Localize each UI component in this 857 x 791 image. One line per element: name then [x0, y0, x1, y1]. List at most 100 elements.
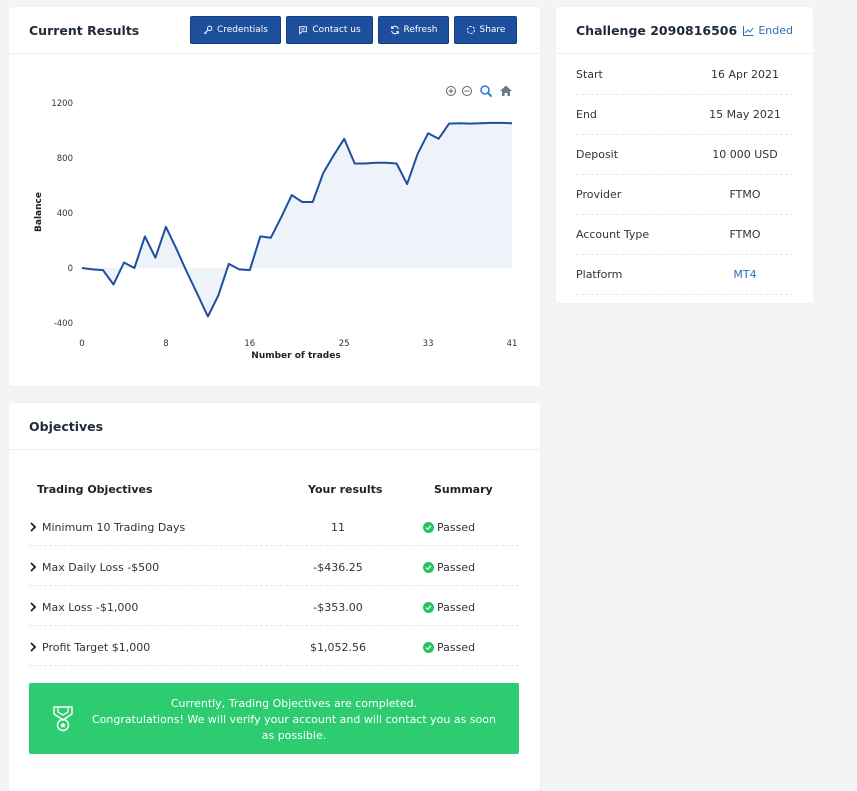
refresh-label: Refresh: [403, 25, 438, 35]
x-axis-label: Number of trades: [251, 351, 340, 361]
objective-summary: Passed: [423, 641, 475, 654]
contact-us-button[interactable]: Contact us: [286, 16, 373, 44]
check-circle-icon: [423, 642, 434, 653]
challenge-header: Challenge 2090816506 Ended: [556, 7, 813, 54]
chevron-right-icon[interactable]: [29, 521, 37, 533]
check-circle-icon: [423, 602, 434, 613]
reset-zoom-home-icon[interactable]: [500, 85, 512, 97]
objective-name: Minimum 10 Trading Days: [42, 521, 186, 534]
challenge-title: Challenge 2090816506: [576, 23, 738, 38]
y-tick-label: 0: [68, 264, 73, 274]
objective-row[interactable]: Minimum 10 Trading Days 11 Passed: [29, 506, 519, 546]
y-tick-label: 1200: [51, 99, 73, 109]
challenge-row-value: 16 Apr 2021: [710, 68, 779, 81]
x-axis-ticks: 0 8 16 25 33 41: [79, 339, 517, 349]
challenge-row-start: Start 16 Apr 2021: [576, 55, 793, 95]
summary-label: Passed: [437, 641, 476, 654]
challenge-row-label: Account Type: [576, 228, 650, 241]
balance-area: [82, 122, 512, 317]
objectives-completed-banner: Currently, Trading Objectives are comple…: [29, 683, 519, 754]
chevron-right-icon[interactable]: [29, 641, 37, 653]
objectives-header: Objectives: [9, 403, 540, 450]
zoom-in-icon[interactable]: [446, 86, 456, 96]
objective-result: $1,052.56: [310, 641, 366, 654]
banner-line-2: Congratulations! We will verify your acc…: [91, 713, 497, 742]
challenge-row-value: FTMO: [729, 188, 761, 201]
x-tick-label: 41: [507, 339, 518, 349]
x-tick-label: 16: [244, 339, 255, 349]
objective-summary: Passed: [423, 601, 475, 614]
chart-line-icon: [743, 25, 754, 36]
challenge-row-label: End: [576, 108, 597, 121]
challenge-row-platform: Platform MT4: [576, 255, 793, 295]
challenge-row-value: 10 000 USD: [712, 148, 778, 161]
credentials-button[interactable]: Credentials: [190, 16, 281, 44]
x-tick-label: 25: [339, 339, 350, 349]
objective-row[interactable]: Profit Target $1,000 $1,052.56 Passed: [29, 626, 519, 666]
balance-line: [81, 121, 513, 318]
challenge-row-label: Start: [576, 68, 603, 81]
objectives-title: Objectives: [29, 419, 104, 434]
check-circle-icon: [423, 562, 434, 573]
status-label: Ended: [758, 24, 793, 37]
x-tick-label: 33: [423, 339, 434, 349]
results-title: Current Results: [29, 23, 140, 38]
summary-label: Passed: [437, 561, 476, 574]
y-axis-ticks: 1200 800 400 0 -400: [51, 99, 73, 329]
challenge-row-label: Provider: [576, 188, 622, 201]
objective-row[interactable]: Max Loss -$1,000 -$353.00 Passed: [29, 586, 519, 626]
objective-name: Profit Target $1,000: [42, 641, 151, 654]
challenge-row-value[interactable]: MT4: [733, 268, 757, 281]
col-header-objective: Trading Objectives: [37, 483, 153, 496]
results-header: Current Results Credentials Contact us R…: [9, 7, 540, 54]
objective-summary: Passed: [423, 561, 475, 574]
challenge-row-deposit: Deposit 10 000 USD: [576, 135, 793, 175]
x-tick-label: 8: [163, 339, 168, 349]
share-icon: [466, 25, 475, 35]
x-tick-label: 0: [79, 339, 84, 349]
balance-chart: 1200 800 400 0 -400 0 8 16 25 33 41 Number of tra…: [34, 85, 517, 361]
refresh-button[interactable]: Refresh: [378, 16, 449, 44]
summary-label: Passed: [437, 601, 476, 614]
objective-result: 11: [331, 521, 345, 534]
objectives-card: Objectives Trading Objectives Your resul…: [9, 403, 540, 791]
challenge-row-label: Platform: [576, 268, 623, 281]
y-tick-label: -400: [54, 319, 73, 329]
banner-text: Currently, Trading Objectives are comple…: [89, 696, 499, 744]
chevron-right-icon[interactable]: [29, 561, 37, 573]
chat-icon: [299, 26, 308, 35]
zoom-out-icon[interactable]: [462, 86, 472, 96]
objective-summary: Passed: [423, 521, 475, 534]
share-button[interactable]: Share: [454, 16, 517, 44]
challenge-row-provider: Provider FTMO: [576, 175, 793, 215]
objective-name: Max Loss -$1,000: [42, 601, 139, 614]
challenge-card: Challenge 2090816506 Ended Start 16 Apr 2…: [556, 7, 813, 303]
y-axis-label: Balance: [34, 192, 44, 232]
chevron-right-icon[interactable]: [29, 601, 37, 613]
contact-us-label: Contact us: [312, 25, 361, 35]
challenge-row-end: End 15 May 2021: [576, 95, 793, 135]
challenge-row-value: FTMO: [729, 228, 761, 241]
objective-row[interactable]: Max Daily Loss -$500 -$436.25 Passed: [29, 546, 519, 586]
col-header-summary: Summary: [434, 483, 493, 496]
share-label: Share: [479, 25, 506, 35]
y-tick-label: 800: [57, 154, 73, 164]
y-tick-label: 400: [57, 209, 73, 219]
check-circle-icon: [423, 522, 434, 533]
banner-line-1: Currently, Trading Objectives are comple…: [170, 697, 418, 710]
selection-zoom-icon[interactable]: [480, 85, 493, 98]
objective-name: Max Daily Loss -$500: [42, 561, 160, 574]
challenge-row-label: Deposit: [576, 148, 619, 161]
objective-result: -$353.00: [313, 601, 363, 614]
refresh-icon: [390, 25, 399, 35]
challenge-status: Ended: [743, 24, 793, 37]
objective-result: -$436.25: [313, 561, 363, 574]
summary-label: Passed: [437, 521, 476, 534]
certificate-icon: [53, 706, 73, 732]
challenge-row-account-type: Account Type FTMO: [576, 215, 793, 255]
col-header-results: Your results: [308, 483, 383, 496]
current-results-card: Current Results Credentials Contact us R…: [9, 7, 540, 386]
credentials-label: Credentials: [216, 25, 268, 35]
key-icon: [203, 25, 213, 35]
challenge-row-value: 15 May 2021: [709, 108, 781, 121]
